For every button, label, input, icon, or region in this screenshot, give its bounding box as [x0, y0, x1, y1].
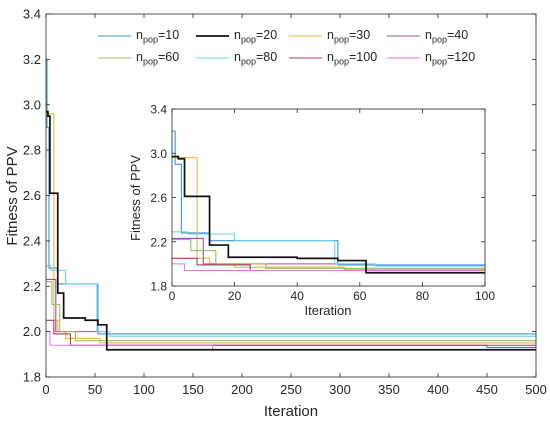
legend-label: npop=60 — [136, 50, 179, 67]
inset-y-tick-label: 2.6 — [150, 191, 167, 205]
main-x-tick-label: 200 — [231, 382, 253, 397]
main-y-tick-label: 3.0 — [23, 97, 41, 112]
legend-entry: npop=20 — [196, 28, 277, 45]
legend-entry: npop=100 — [289, 50, 377, 67]
legend-label: npop=100 — [327, 50, 377, 67]
main-x-tick-label: 300 — [329, 382, 351, 397]
main-y-tick-label: 2.2 — [23, 279, 41, 294]
main-x-tick-label: 500 — [525, 382, 547, 397]
main-x-tick-label: 400 — [427, 382, 449, 397]
legend-entry: npop=40 — [387, 28, 468, 45]
inset-series-line-1 — [172, 130, 485, 266]
inset-y-tick-label: 3.0 — [150, 147, 167, 161]
main-y-tick-label: 3.4 — [23, 7, 41, 22]
main-series-line-6 — [46, 265, 536, 337]
inset-series-line-8 — [172, 263, 485, 272]
inset-series-lines — [172, 130, 485, 274]
main-axis-ticks: 0 50 100 150 200 250 300 350 400 450 5001.82.02.22… — [23, 7, 547, 398]
legend-label: npop=10 — [136, 28, 179, 45]
main-x-tick-label: 100 — [133, 382, 155, 397]
legend-entry: npop=10 — [98, 28, 179, 45]
inset-plot: 0 20 40 60 80 100 1.8 2.2 2.6 3.0 3.4 Iteration Fi… — [128, 103, 495, 319]
main-x-tick-label: 0 — [42, 382, 49, 397]
legend-label: npop=120 — [425, 50, 475, 67]
inset-x-tick-label: 60 — [353, 289, 367, 303]
legend-entry: npop=80 — [196, 50, 277, 67]
inset-x-tick-label: 80 — [416, 289, 430, 303]
inset-x-tick-label: 100 — [475, 289, 495, 303]
main-y-tick-label: 1.8 — [23, 370, 41, 385]
inset-y-tick-label: 2.2 — [150, 235, 167, 249]
legend-label: npop=20 — [234, 28, 277, 45]
main-series-line-2 — [46, 110, 536, 351]
main-x-tick-label: 350 — [378, 382, 400, 397]
main-y-tick-label: 2.4 — [23, 233, 41, 248]
main-series-line-5 — [46, 281, 536, 342]
legend-label: npop=40 — [425, 28, 468, 45]
main-x-tick-label: 50 — [88, 382, 102, 397]
legend-entry: npop=120 — [387, 50, 475, 67]
inset-x-tick-label: 20 — [228, 289, 242, 303]
main-series-lines — [46, 58, 536, 351]
inset-x-axis-label: Iteration — [305, 303, 352, 318]
inset-series-line-5 — [172, 238, 485, 269]
inset-series-line-2 — [172, 155, 485, 274]
inset-x-tick-label: 0 — [169, 289, 176, 303]
inset-y-tick-label: 3.4 — [150, 103, 167, 117]
legend: npop=10 npop=20 npop=30 npop=40 npop=60 npop=… — [98, 28, 475, 67]
main-x-tick-label: 250 — [280, 382, 302, 397]
legend-label: npop=30 — [327, 28, 370, 45]
inset-y-axis-label: Fitness of PPV — [128, 155, 143, 241]
legend-entry: npop=30 — [289, 28, 370, 45]
legend-entry: npop=60 — [98, 50, 179, 67]
main-y-tick-label: 2.8 — [23, 143, 41, 158]
main-x-tick-label: 450 — [476, 382, 498, 397]
main-y-tick-label: 3.2 — [23, 52, 41, 67]
main-x-tick-label: 150 — [182, 382, 204, 397]
legend-label: npop=80 — [234, 50, 277, 67]
main-y-tick-label: 2.0 — [23, 324, 41, 339]
main-y-axis-label: Fitness of PPV — [4, 146, 21, 245]
main-x-axis-label: Iteration — [264, 403, 318, 420]
inset-series-line-6 — [172, 231, 485, 267]
inset-y-tick-label: 1.8 — [150, 280, 167, 294]
inset-x-tick-label: 40 — [291, 289, 305, 303]
main-y-tick-label: 2.6 — [23, 188, 41, 203]
inset-axis-ticks: 0 20 40 60 80 100 1.8 2.2 2.6 3.0 3.4 — [150, 103, 495, 304]
